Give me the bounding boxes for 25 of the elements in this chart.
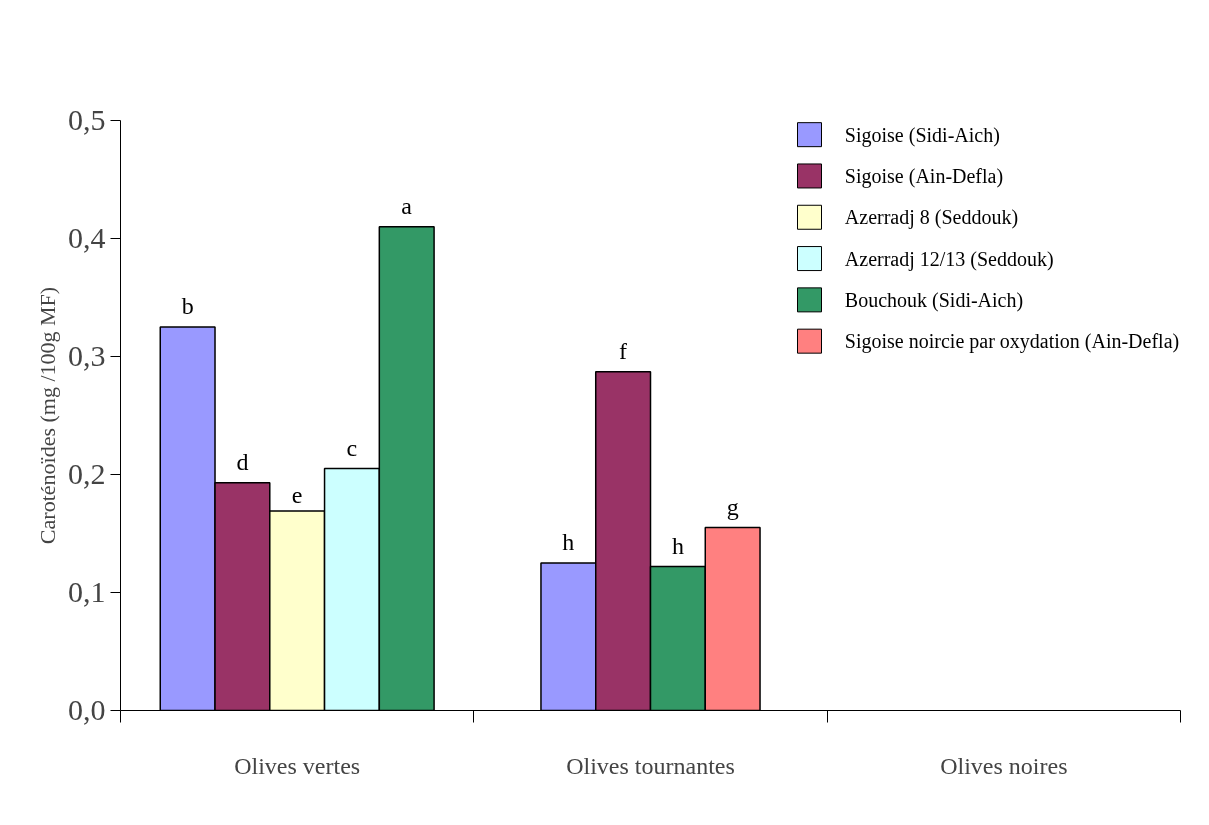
y-tick-label: 0,0 [68, 693, 106, 726]
y-tick-label: 0,3 [68, 339, 106, 372]
data-label: d [236, 448, 249, 475]
legend-label: Sigoise noircie par oxydation (Ain-Defla) [844, 330, 1180, 354]
data-label: h [562, 529, 575, 555]
data-label: h [671, 532, 684, 559]
data-label: g [726, 493, 739, 520]
legend-label: Sigoise (Ain-Defla) [844, 164, 1004, 188]
y-tick-label: 0,4 [68, 221, 106, 254]
data-label: e [291, 482, 303, 509]
y-axis-title: Caroténoïdes (mg /100g MF) [35, 286, 60, 545]
legend-label: Azerradj 8 (Seddouk) [844, 206, 1019, 230]
data-label: f [619, 337, 628, 364]
x-tick-label: Olives noires [940, 752, 1068, 779]
legend-label: Azerradj 12/13 (Seddouk) [844, 247, 1054, 271]
x-tick-label: Olives vertes [234, 752, 361, 779]
legend-label: Sigoise (Sidi-Aich) [844, 123, 1000, 147]
y-tick-label: 0,5 [68, 103, 106, 136]
data-label: c [346, 434, 358, 461]
y-tick-label: 0,2 [68, 457, 106, 490]
x-tick-label: Olives tournantes [566, 752, 735, 779]
legend-label: Bouchouk (Sidi-Aich) [844, 288, 1024, 312]
data-label: b [181, 293, 194, 319]
data-label: a [401, 192, 413, 219]
y-tick-label: 0,1 [68, 575, 106, 608]
